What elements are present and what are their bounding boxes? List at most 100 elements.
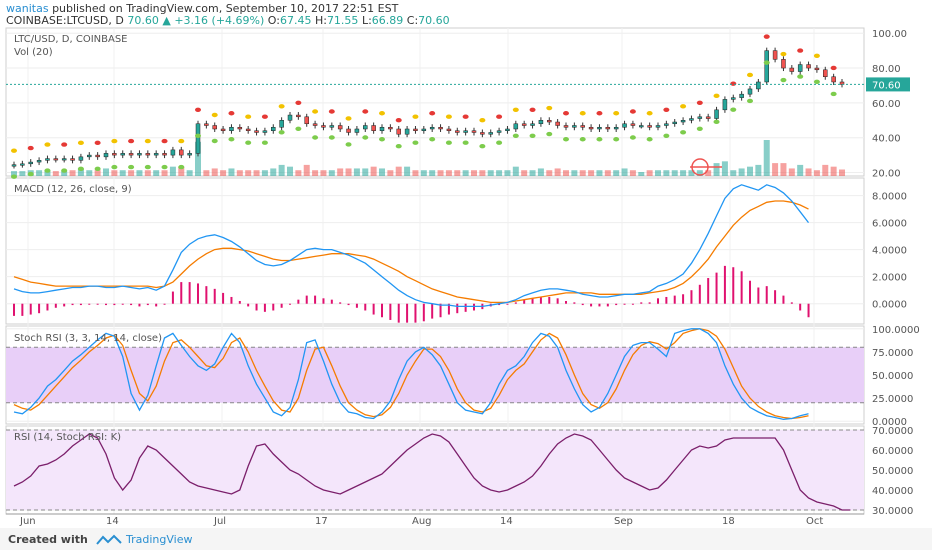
y-tick-label: 100.0000 (872, 325, 920, 336)
candle-body (731, 97, 736, 100)
bubble-mark (261, 140, 268, 145)
x-tick-label: Sep (614, 516, 633, 527)
volume-bar (370, 166, 377, 176)
macd-histogram-bar (682, 294, 685, 304)
volume-bar (86, 170, 93, 176)
macd-histogram-bar (807, 303, 810, 318)
tradingview-brand[interactable]: TradingView (126, 533, 193, 546)
bubble-mark (813, 53, 820, 58)
candle-body (496, 130, 502, 133)
candle-body (722, 99, 728, 111)
candle-body (204, 123, 209, 126)
macd-histogram-bar (255, 303, 258, 311)
volume-bar (554, 168, 561, 176)
volume-bar (471, 170, 477, 176)
candle-body (20, 163, 25, 166)
y-tick-label: 40.00 (872, 134, 901, 145)
bubble-mark (730, 81, 737, 86)
bubble-mark (629, 109, 636, 114)
candle-body (781, 59, 786, 69)
stoch-k-line (13, 328, 809, 421)
macd-histogram-bar (63, 303, 66, 307)
bubble-mark (412, 140, 419, 145)
candle-body (513, 123, 519, 130)
publish-line: wanitas published on TradingView.com, Se… (6, 2, 398, 15)
volume-bar (429, 170, 436, 176)
volume-bar (312, 170, 319, 176)
bubble-mark (195, 133, 201, 138)
macd-histogram-bar (272, 303, 275, 311)
volume-bar (655, 170, 661, 176)
candle-body (639, 125, 644, 128)
volume-bar (563, 170, 569, 176)
bubble-mark (429, 111, 436, 116)
candle-body (404, 128, 410, 135)
candle-body (664, 123, 669, 126)
x-tick-label: 14 (106, 516, 119, 527)
candle-body (354, 128, 360, 133)
candle-body (337, 125, 343, 130)
author-link[interactable]: wanitas (6, 2, 49, 15)
macd-histogram-bar (749, 280, 751, 304)
volume-bar (303, 164, 310, 176)
volume-bar (705, 170, 712, 176)
bubble-mark (312, 135, 319, 140)
volume-bar (738, 168, 745, 176)
last-price: 70.60 (127, 14, 159, 27)
bubble-mark (629, 135, 636, 140)
macd-histogram-bar (573, 302, 576, 304)
volume-bar (780, 163, 787, 176)
candle-body (162, 153, 167, 156)
candle-body (471, 130, 477, 133)
high-value: 71.55 (326, 14, 359, 27)
candle-body (195, 123, 201, 154)
candle-body (505, 128, 510, 131)
volume-bar (153, 170, 160, 176)
macd-histogram-bar (506, 303, 509, 305)
macd-histogram-bar (130, 303, 133, 306)
macd-histogram-bar (523, 299, 526, 304)
candle-body (137, 153, 142, 156)
candle-body (772, 50, 778, 60)
published-text: published on TradingView.com, September … (52, 2, 399, 15)
bubble-mark (680, 130, 687, 135)
candle-body (128, 153, 134, 156)
volume-bar (94, 170, 101, 176)
bubble-mark (245, 114, 252, 119)
volume-bar (412, 170, 419, 176)
candle-body (245, 128, 251, 131)
macd-histogram-bar (180, 282, 183, 304)
volume-bar (61, 171, 68, 176)
bubble-mark (512, 107, 519, 112)
macd-histogram-bar (289, 303, 291, 305)
candle-body (87, 154, 92, 158)
volume-bar (671, 170, 678, 176)
macd-histogram-bar (456, 303, 459, 314)
candle-body (756, 81, 761, 90)
candle-body (329, 125, 335, 128)
candle-body (613, 126, 619, 130)
macd-histogram-bar (79, 303, 82, 306)
macd-histogram-bar (305, 295, 308, 304)
volume-bar (328, 170, 335, 176)
macd-histogram-bar (431, 303, 434, 319)
volume-bar (772, 163, 779, 176)
x-tick-label: Oct (806, 516, 823, 527)
macd-histogram-bar (113, 303, 116, 306)
candle-body (739, 93, 744, 98)
bubble-mark (362, 109, 369, 114)
volume-bar (287, 166, 293, 176)
y-tick-label: 4.0000 (872, 246, 907, 257)
volume-bar (629, 170, 636, 176)
bubble-mark (161, 164, 168, 170)
volume-bar (103, 168, 109, 176)
candle-body (112, 153, 117, 156)
candle-body (262, 130, 268, 133)
volume-bar (203, 170, 210, 176)
volume-bar (755, 164, 762, 176)
chart-canvas[interactable]: 100.00 80.00 60.00 40.00 20.00 8.0000 6.0000 4.… (0, 0, 932, 528)
macd-histogram-bar (565, 301, 567, 304)
bubble-mark (613, 111, 620, 116)
macd-histogram-bar (197, 283, 199, 304)
bubble-mark (412, 114, 419, 119)
